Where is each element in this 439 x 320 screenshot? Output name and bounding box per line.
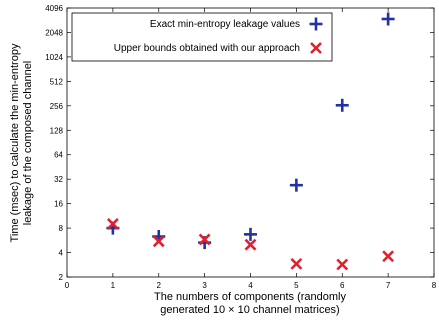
- x-axis-label-line-2: generated 10 × 10 channel matrices): [160, 304, 339, 316]
- y-axis-label-line-1: Time (msec) to calculate the min-entropy: [9, 43, 21, 242]
- upper-bound-point-5: [290, 257, 303, 270]
- upper-bound-point-7: [382, 250, 395, 263]
- exact-point-4: [244, 227, 257, 241]
- legend-plus-marker: [309, 17, 323, 31]
- x-axis-label-line-1: The numbers of components (randomly: [154, 291, 346, 303]
- x-tick-label-1: 1: [111, 281, 116, 290]
- exact-point-5: [289, 178, 303, 192]
- y-tick-label-5: 64: [54, 151, 63, 160]
- legend-box: [71, 12, 333, 62]
- exact-point-7: [381, 12, 395, 26]
- y-tick-label-8: 512: [50, 77, 64, 86]
- upper-bound-point-6: [336, 258, 349, 271]
- y-tick-label-3: 16: [54, 200, 63, 209]
- upper-bound-point-1: [106, 218, 119, 230]
- axis-ticks: [66, 7, 435, 278]
- y-tick-label-2: 8: [59, 224, 64, 233]
- y-tick-label-6: 128: [50, 126, 64, 135]
- x-tick-label-7: 7: [386, 281, 391, 290]
- legend: Exact min-entropy leakage values Upper b…: [71, 12, 333, 62]
- y-tick-label-4: 32: [54, 175, 63, 184]
- upper-bound-point-3: [198, 233, 211, 246]
- legend-marker-exact: [309, 17, 323, 31]
- x-tick-label-4: 4: [248, 281, 253, 290]
- y-tick-label-10: 2048: [45, 28, 63, 37]
- y-tick-label-0: 2: [59, 273, 64, 282]
- legend-label-exact: Exact min-entropy leakage values: [150, 19, 300, 30]
- upper-bound-point-2: [152, 235, 165, 248]
- y-tick-label-9: 1024: [45, 53, 63, 62]
- x-tick-label-2: 2: [157, 281, 162, 290]
- legend-label-upper: Upper bounds obtained with our approach: [114, 43, 300, 54]
- y-axis-label-line-2: leakage of the composed channel: [22, 61, 34, 226]
- x-tick-label-6: 6: [340, 281, 345, 290]
- x-tick-labels: 0 1 2 3 4 5 6 7 8: [65, 281, 437, 290]
- legend-cross-marker: [310, 42, 322, 54]
- plot-frame: [66, 7, 435, 278]
- x-tick-label-8: 8: [432, 281, 437, 290]
- data-markers: [106, 12, 395, 271]
- y-tick-label-1: 4: [59, 249, 64, 258]
- upper-bound-point-4: [244, 238, 257, 251]
- exact-point-6: [335, 98, 349, 112]
- x-tick-label-5: 5: [294, 281, 299, 290]
- x-tick-label-3: 3: [202, 281, 207, 290]
- x-tick-label-0: 0: [65, 281, 70, 290]
- y-tick-label-7: 256: [50, 102, 64, 111]
- y-tick-label-11: 4096: [45, 4, 63, 13]
- y-tick-labels: 2 4 8 16 32 64 128 256 512 1024 2048 4096: [45, 4, 63, 282]
- legend-marker-upper: [310, 42, 322, 54]
